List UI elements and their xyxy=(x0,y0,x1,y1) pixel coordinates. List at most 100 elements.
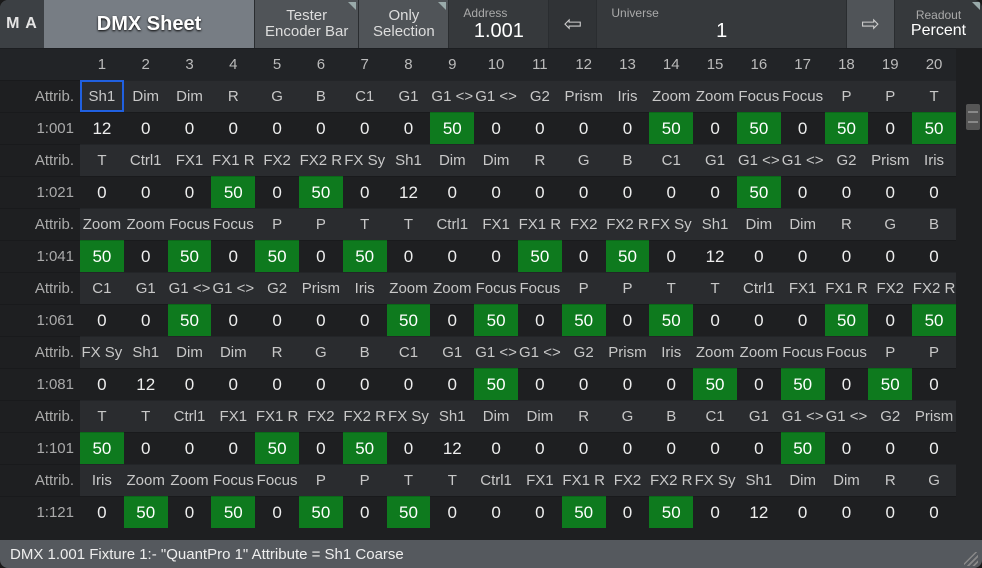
value-cell[interactable]: 0 xyxy=(825,176,869,208)
attr-cell[interactable]: Ctrl1 xyxy=(168,400,212,432)
value-cell[interactable]: 0 xyxy=(868,304,912,336)
value-cell[interactable]: 50 xyxy=(825,304,869,336)
attr-cell[interactable]: C1 xyxy=(649,144,693,176)
value-cell[interactable]: 0 xyxy=(518,112,562,144)
attr-cell[interactable]: Focus xyxy=(211,464,255,496)
attr-cell[interactable]: FX1 R xyxy=(255,400,299,432)
value-cell[interactable]: 0 xyxy=(912,496,956,528)
value-cell[interactable]: 0 xyxy=(912,432,956,464)
value-cell[interactable]: 0 xyxy=(255,112,299,144)
attr-cell[interactable]: Zoom xyxy=(693,80,737,112)
title-dmx-sheet[interactable]: DMX Sheet xyxy=(44,0,254,48)
attr-cell[interactable]: Focus xyxy=(737,80,781,112)
attr-cell[interactable]: Sh1 xyxy=(430,400,474,432)
attr-cell[interactable]: G1 <> xyxy=(474,336,518,368)
value-cell[interactable]: 0 xyxy=(781,112,825,144)
value-cell[interactable]: 50 xyxy=(737,176,781,208)
attr-cell[interactable]: P xyxy=(868,80,912,112)
value-cell[interactable]: 0 xyxy=(124,304,168,336)
value-cell[interactable]: 0 xyxy=(518,176,562,208)
value-cell[interactable]: 0 xyxy=(912,240,956,272)
attr-cell[interactable]: Dim xyxy=(211,336,255,368)
value-cell[interactable]: 50 xyxy=(255,240,299,272)
value-cell[interactable]: 12 xyxy=(124,368,168,400)
attr-cell[interactable]: FX1 R xyxy=(562,464,606,496)
attr-cell[interactable]: Zoom xyxy=(737,336,781,368)
attr-cell[interactable]: G1 <> xyxy=(211,272,255,304)
attr-cell[interactable]: FX1 xyxy=(168,144,212,176)
value-cell[interactable]: 0 xyxy=(474,240,518,272)
value-cell[interactable]: 0 xyxy=(211,304,255,336)
attr-cell[interactable]: FX2 xyxy=(606,464,650,496)
value-cell[interactable]: 0 xyxy=(606,304,650,336)
value-cell[interactable]: 0 xyxy=(606,112,650,144)
value-cell[interactable]: 0 xyxy=(649,432,693,464)
value-cell[interactable]: 0 xyxy=(430,176,474,208)
col-header[interactable]: 3 xyxy=(168,48,212,80)
value-cell[interactable]: 0 xyxy=(649,176,693,208)
value-cell[interactable]: 0 xyxy=(737,240,781,272)
value-cell[interactable]: 0 xyxy=(825,496,869,528)
value-cell[interactable]: 0 xyxy=(737,432,781,464)
attr-cell[interactable]: FX1 xyxy=(474,208,518,240)
value-cell[interactable]: 0 xyxy=(343,368,387,400)
col-header[interactable]: 6 xyxy=(299,48,343,80)
value-cell[interactable]: 50 xyxy=(912,112,956,144)
attr-cell[interactable]: Zoom xyxy=(649,80,693,112)
value-cell[interactable]: 0 xyxy=(693,176,737,208)
attr-cell[interactable]: G xyxy=(912,464,956,496)
value-cell[interactable]: 0 xyxy=(430,240,474,272)
value-cell[interactable]: 0 xyxy=(80,496,124,528)
value-cell[interactable]: 50 xyxy=(299,496,343,528)
value-cell[interactable]: 50 xyxy=(387,304,431,336)
attr-cell[interactable]: Prism xyxy=(562,80,606,112)
attr-cell[interactable]: Sh1 xyxy=(124,336,168,368)
attr-cell[interactable]: Ctrl1 xyxy=(124,144,168,176)
value-cell[interactable]: 0 xyxy=(868,496,912,528)
attr-cell[interactable]: P xyxy=(255,208,299,240)
value-cell[interactable]: 12 xyxy=(387,176,431,208)
attr-cell[interactable]: B xyxy=(912,208,956,240)
value-cell[interactable]: 50 xyxy=(80,240,124,272)
value-cell[interactable]: 0 xyxy=(649,368,693,400)
value-cell[interactable]: 0 xyxy=(299,432,343,464)
attr-cell[interactable]: Zoom xyxy=(124,208,168,240)
attr-cell[interactable]: G1 <> xyxy=(168,272,212,304)
attr-cell[interactable]: Iris xyxy=(343,272,387,304)
attr-cell[interactable]: FX2 R xyxy=(343,400,387,432)
attr-cell[interactable]: G2 xyxy=(868,400,912,432)
value-cell[interactable]: 0 xyxy=(343,304,387,336)
value-cell[interactable]: 0 xyxy=(693,304,737,336)
col-header[interactable]: 12 xyxy=(562,48,606,80)
attr-cell[interactable]: Ctrl1 xyxy=(474,464,518,496)
value-cell[interactable]: 50 xyxy=(693,368,737,400)
attr-cell[interactable]: G1 <> xyxy=(737,144,781,176)
value-cell[interactable]: 0 xyxy=(562,112,606,144)
attr-cell[interactable]: G1 <> xyxy=(518,336,562,368)
value-cell[interactable]: 0 xyxy=(868,112,912,144)
value-cell[interactable]: 50 xyxy=(124,496,168,528)
attr-cell[interactable]: Sh1 xyxy=(693,208,737,240)
value-cell[interactable]: 50 xyxy=(211,176,255,208)
attr-cell[interactable]: FX2 R xyxy=(912,272,956,304)
value-cell[interactable]: 0 xyxy=(343,112,387,144)
value-cell[interactable]: 0 xyxy=(474,496,518,528)
col-header[interactable]: 17 xyxy=(781,48,825,80)
value-cell[interactable]: 0 xyxy=(255,304,299,336)
attr-cell[interactable]: Dim xyxy=(518,400,562,432)
value-cell[interactable]: 0 xyxy=(124,240,168,272)
value-cell[interactable]: 0 xyxy=(606,496,650,528)
value-cell[interactable]: 50 xyxy=(781,368,825,400)
attr-cell[interactable]: G1 xyxy=(124,272,168,304)
value-cell[interactable]: 50 xyxy=(868,368,912,400)
app-logo[interactable]: M A xyxy=(0,0,44,48)
attr-cell[interactable]: Focus xyxy=(474,272,518,304)
attr-cell[interactable]: T xyxy=(124,400,168,432)
attr-cell[interactable]: G1 <> xyxy=(430,80,474,112)
attr-cell[interactable]: P xyxy=(562,272,606,304)
value-cell[interactable]: 50 xyxy=(781,432,825,464)
value-cell[interactable]: 0 xyxy=(124,176,168,208)
attr-cell[interactable]: T xyxy=(387,208,431,240)
attr-cell[interactable]: FX Sy xyxy=(387,400,431,432)
col-header[interactable]: 11 xyxy=(518,48,562,80)
